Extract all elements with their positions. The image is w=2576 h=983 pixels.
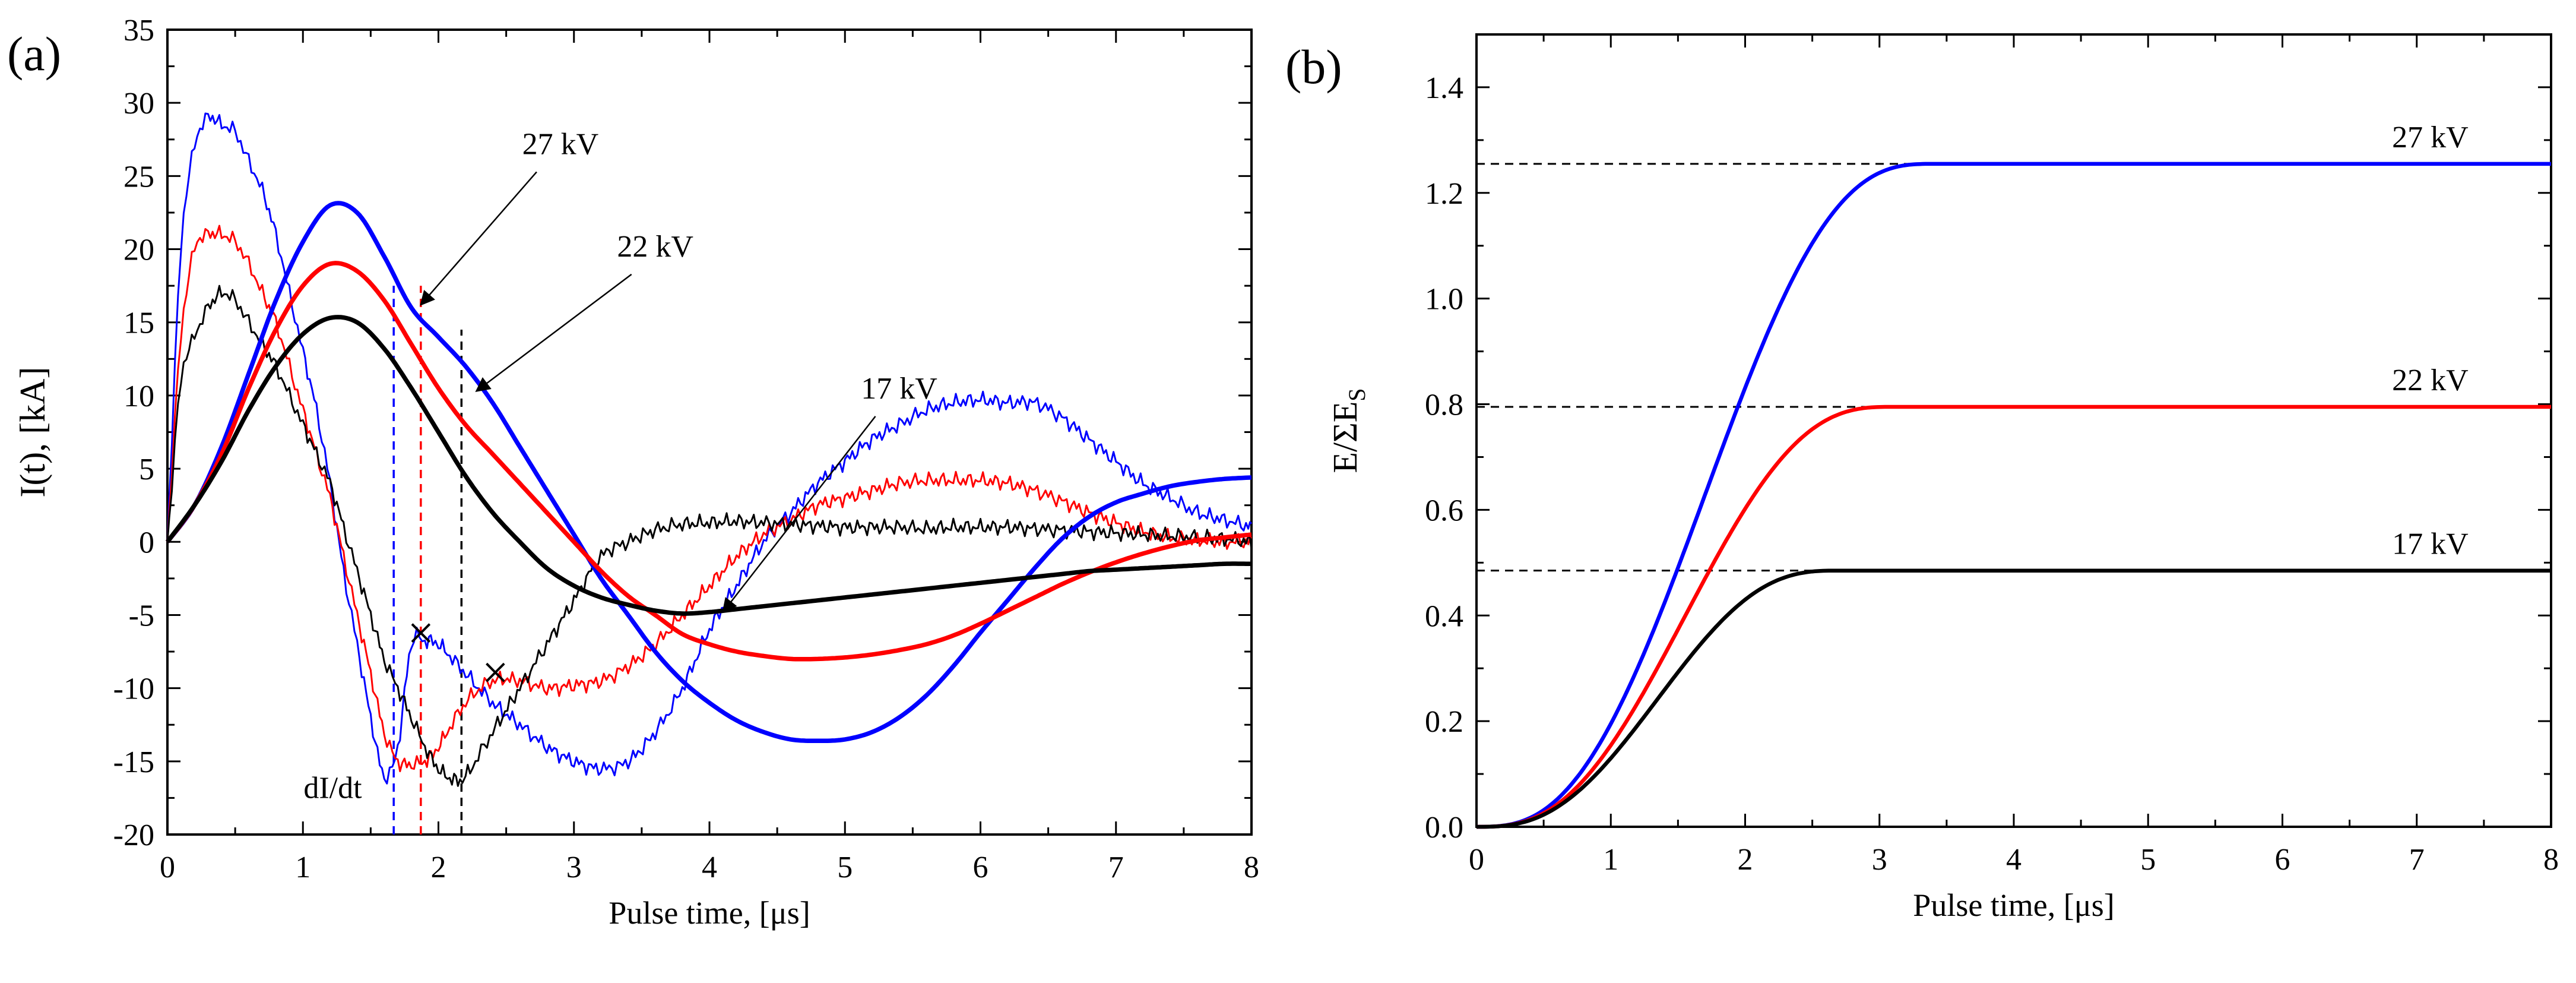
y-tick-label: 20: [123, 233, 154, 267]
y-tick-label: 30: [123, 87, 154, 121]
y-tick-label: 35: [123, 14, 154, 48]
annotation-arrow: [420, 171, 537, 306]
y-axis-label-main: E/ΣE: [1326, 402, 1364, 473]
plot-frame: [1475, 33, 2552, 828]
panel-label-a: (a): [7, 27, 61, 81]
y-tick-label: 1.0: [1425, 283, 1463, 317]
annotation-label: 17 kV: [861, 372, 937, 406]
panel-b-energy-chart: (b) 0 1 2 3 4 5 6 7 8 0.0 0.2 0.4 0.6 0.8 1.0 1.2 1.4 Puls…: [1285, 33, 2559, 923]
y-tick-label: 10: [123, 380, 154, 413]
y-tick-label: 1.2: [1425, 177, 1463, 211]
series-line-27-kv: [166, 201, 1253, 744]
annotation-arrow: [722, 416, 876, 614]
x-tick-label: 7: [2409, 843, 2425, 877]
y-tick-label: 0.8: [1425, 388, 1463, 422]
x-tick-label: 3: [1872, 843, 1887, 877]
x-tick-label: 0: [1469, 843, 1484, 877]
x-tick-label: 4: [2006, 843, 2021, 877]
x-axis-label: Pulse time, [μs]: [1913, 887, 2114, 923]
y-axis-label: I(t), [kA]: [13, 367, 52, 498]
annotation-arrow: [475, 273, 632, 393]
y-axis-label: E/ΣES: [1326, 388, 1370, 473]
series-line-17-kv: [1476, 568, 2551, 829]
x-tick-label: 7: [1108, 851, 1124, 884]
y-tick-label: 0.0: [1425, 811, 1463, 845]
y-tick-label: 0.6: [1425, 494, 1463, 527]
annotation-label: dI/dt: [303, 771, 362, 805]
y-tick-label: -10: [113, 672, 154, 706]
panel-label-b: (b): [1285, 40, 1342, 94]
x-tick-label: 1: [1603, 843, 1618, 877]
annotation-label: 22 kV: [617, 230, 693, 264]
x-tick-label: 4: [702, 851, 717, 884]
y-tick-label: 1.4: [1425, 71, 1463, 105]
x-tick-label: 0: [160, 851, 175, 884]
x-tick-label: 5: [837, 851, 853, 884]
series-line-17-kv: [166, 315, 1253, 616]
x-tick-label: 1: [295, 851, 310, 884]
cross-marker: ×: [407, 607, 434, 659]
y-tick-label: 0.4: [1425, 599, 1463, 633]
series-line-17-kv-di-dt-: [166, 285, 1253, 787]
series-line-27-kv: [1476, 162, 2551, 829]
x-tick-label: 2: [1738, 843, 1753, 877]
panel-a-current-chart: (a) 0 1 2 3 4 5 6 7 8 -20 -15 -10 -5 0 5 10 15 20 25 30 35 Pul…: [7, 14, 1259, 931]
series-line-27-kv-di-dt-: [166, 112, 1253, 785]
x-axis-label: Pulse time, [μs]: [609, 895, 810, 931]
y-tick-label: -20: [113, 818, 154, 852]
series-label: 27 kV: [2392, 121, 2469, 154]
series-line-22-kv-di-dt-: [166, 225, 1253, 773]
x-tick-label: 6: [2275, 843, 2290, 877]
x-tick-label: 3: [566, 851, 582, 884]
series-label: 17 kV: [2392, 527, 2469, 561]
y-tick-label: 25: [123, 160, 154, 194]
x-tick-label: 8: [2543, 843, 2559, 877]
x-tick-label: 6: [973, 851, 988, 884]
series-line-22-kv: [1476, 404, 2551, 829]
y-tick-label: -15: [113, 745, 154, 779]
series-line-22-kv: [166, 261, 1253, 662]
x-tick-label: 8: [1244, 851, 1259, 884]
y-tick-label: 15: [123, 306, 154, 340]
y-tick-label: 0: [139, 526, 154, 560]
x-tick-label: 2: [431, 851, 446, 884]
annotation-label: 27 kV: [522, 127, 599, 161]
y-tick-label: -5: [129, 599, 154, 633]
y-axis-label-subscript: S: [1344, 388, 1370, 402]
plot-frame: [166, 29, 1253, 836]
x-tick-label: 5: [2140, 843, 2156, 877]
y-tick-label: 5: [139, 453, 154, 486]
series-label: 22 kV: [2392, 364, 2469, 397]
cross-marker: ×: [482, 647, 509, 699]
y-tick-label: 0.2: [1425, 705, 1463, 739]
